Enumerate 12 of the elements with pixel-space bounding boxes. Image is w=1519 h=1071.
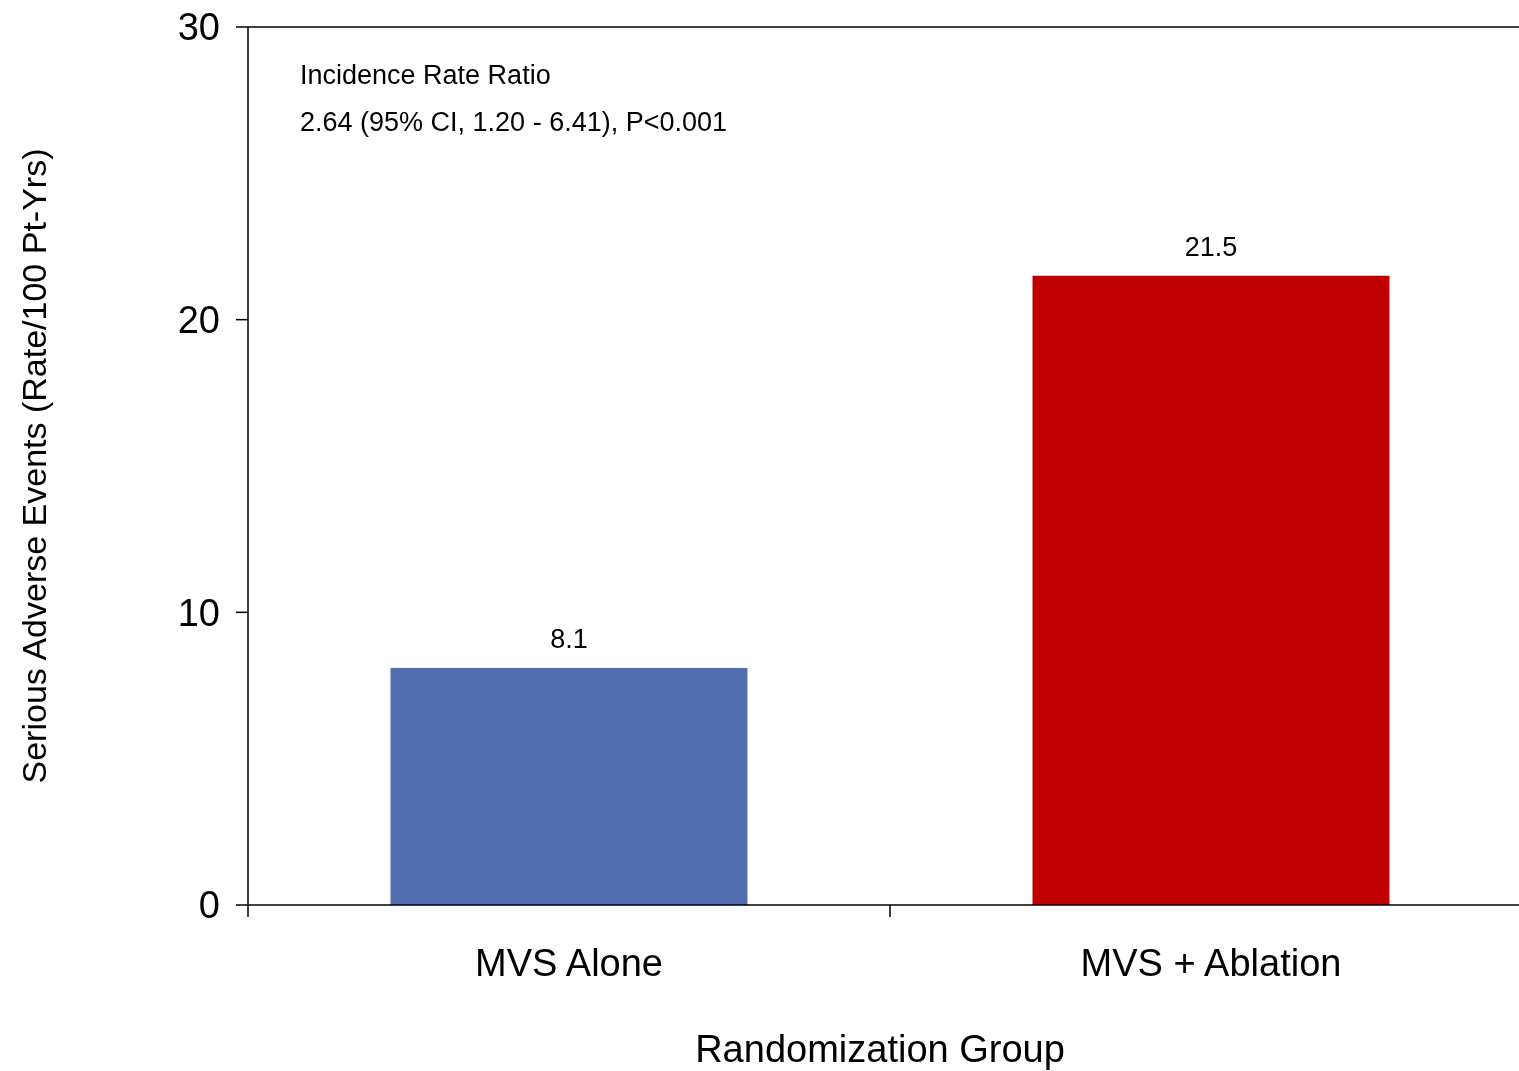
annotation: Incidence Rate Ratio bbox=[300, 60, 551, 90]
y-tick-label: 30 bbox=[177, 6, 220, 49]
y-axis-title: Serious Adverse Events (Rate/100 Pt-Yrs) bbox=[15, 148, 53, 784]
x-tick-label: MVS + Ablation bbox=[1080, 942, 1342, 984]
y-tick-label: 20 bbox=[177, 298, 220, 341]
data-label: 21.5 bbox=[1184, 231, 1238, 262]
annotation: 2.64 (95% CI, 1.20 - 6.41), P<0.001 bbox=[300, 107, 728, 137]
data-label: 8.1 bbox=[550, 623, 588, 654]
y-tick-label: 0 bbox=[198, 884, 220, 927]
x-tick-label: MVS Alone bbox=[475, 942, 663, 984]
x-axis-title: Randomization Group bbox=[695, 1028, 1065, 1070]
y-tick-label: 10 bbox=[177, 591, 220, 634]
